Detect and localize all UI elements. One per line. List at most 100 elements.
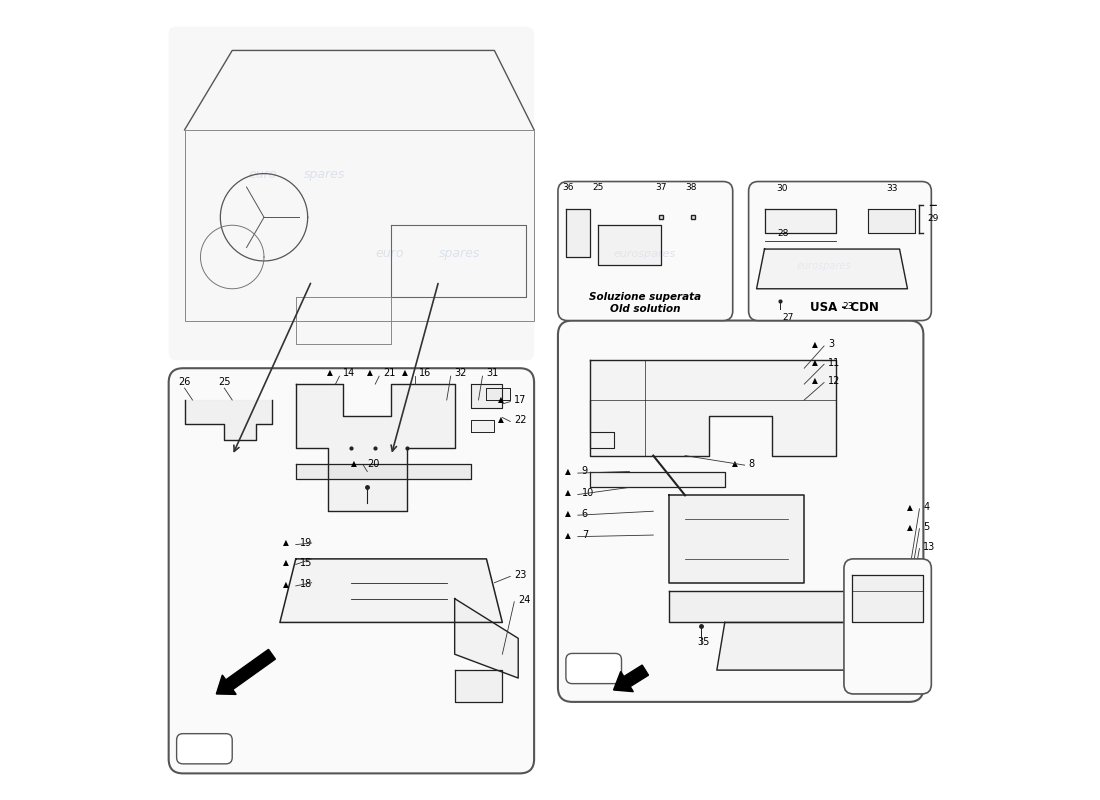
Text: ▲: ▲ <box>812 377 817 386</box>
Polygon shape <box>454 670 503 702</box>
Text: eurospares: eurospares <box>669 504 778 523</box>
Text: euro: euro <box>375 247 404 260</box>
Text: 10: 10 <box>582 488 594 498</box>
Text: 4: 4 <box>923 502 930 512</box>
Text: 32: 32 <box>454 368 467 378</box>
Text: 37: 37 <box>656 183 667 192</box>
Polygon shape <box>717 622 915 670</box>
Text: Soluzione superata: Soluzione superata <box>590 292 702 302</box>
Text: spares: spares <box>439 247 481 260</box>
Text: 12: 12 <box>828 376 840 386</box>
FancyArrow shape <box>217 650 275 694</box>
Polygon shape <box>185 400 272 440</box>
Text: 15: 15 <box>300 558 312 568</box>
Text: eurospares: eurospares <box>351 584 460 602</box>
Text: 35: 35 <box>697 638 710 647</box>
Text: 19: 19 <box>300 538 312 548</box>
Text: eurospares: eurospares <box>614 249 675 259</box>
Text: eurospares: eurospares <box>796 261 851 271</box>
Polygon shape <box>597 226 661 265</box>
Text: ▲: ▲ <box>812 358 817 367</box>
FancyBboxPatch shape <box>168 26 535 360</box>
Text: 38: 38 <box>685 183 697 192</box>
Text: 33: 33 <box>886 185 898 194</box>
Text: ▲: ▲ <box>351 459 356 468</box>
Polygon shape <box>296 463 471 479</box>
Text: 23: 23 <box>515 570 527 580</box>
Text: ▲: ▲ <box>327 369 333 378</box>
Text: 23: 23 <box>843 302 854 311</box>
Text: Old solution: Old solution <box>610 304 681 314</box>
Text: 17: 17 <box>515 395 527 405</box>
Text: 28: 28 <box>777 229 789 238</box>
FancyBboxPatch shape <box>844 559 932 694</box>
Polygon shape <box>471 384 503 408</box>
FancyBboxPatch shape <box>558 321 923 702</box>
Text: ▲: ▲ <box>284 580 289 589</box>
Text: 22: 22 <box>515 415 527 425</box>
FancyArrow shape <box>614 665 649 692</box>
Text: 26: 26 <box>178 378 190 387</box>
Text: 11: 11 <box>828 358 840 368</box>
Text: ▲: ▲ <box>284 538 289 547</box>
Polygon shape <box>471 420 494 432</box>
Text: ▲: ▲ <box>906 522 913 532</box>
FancyBboxPatch shape <box>168 368 535 774</box>
Polygon shape <box>669 495 804 582</box>
Text: 21: 21 <box>383 368 396 378</box>
Text: ▲: ▲ <box>812 340 817 349</box>
Polygon shape <box>851 574 923 622</box>
Polygon shape <box>279 559 503 622</box>
Text: ▲: ▲ <box>565 509 571 518</box>
Text: 27: 27 <box>782 313 794 322</box>
Text: ▲: ▲ <box>403 369 408 378</box>
Text: ▲ = 2: ▲ = 2 <box>189 744 219 754</box>
Text: 25: 25 <box>218 378 231 387</box>
Text: ▲: ▲ <box>565 530 571 539</box>
Text: ▲: ▲ <box>565 489 571 498</box>
Text: 9: 9 <box>582 466 587 477</box>
Text: spares: spares <box>304 167 345 181</box>
Text: ▲: ▲ <box>498 395 504 405</box>
Polygon shape <box>590 360 836 456</box>
Text: 5: 5 <box>923 522 930 532</box>
Text: 36: 36 <box>562 183 574 192</box>
Text: 30: 30 <box>777 185 788 194</box>
FancyBboxPatch shape <box>749 182 932 321</box>
FancyBboxPatch shape <box>177 734 232 764</box>
Polygon shape <box>454 598 518 678</box>
Text: USA - CDN: USA - CDN <box>810 301 879 314</box>
Text: 16: 16 <box>419 368 431 378</box>
Polygon shape <box>764 210 836 233</box>
Polygon shape <box>669 590 907 622</box>
Polygon shape <box>757 249 908 289</box>
Polygon shape <box>565 210 590 257</box>
Text: 31: 31 <box>486 368 498 378</box>
Polygon shape <box>590 471 725 487</box>
Text: 6: 6 <box>582 509 587 518</box>
Text: ▲: ▲ <box>498 415 504 424</box>
Text: 25: 25 <box>592 183 604 192</box>
FancyBboxPatch shape <box>558 182 733 321</box>
Text: ▲: ▲ <box>733 459 738 468</box>
Text: 34: 34 <box>915 566 927 576</box>
Text: ▲: ▲ <box>565 467 571 476</box>
Text: ▲ = 1: ▲ = 1 <box>579 663 608 674</box>
Text: ▲: ▲ <box>906 502 913 512</box>
Text: 20: 20 <box>367 458 380 469</box>
Text: 18: 18 <box>300 579 312 590</box>
Text: 14: 14 <box>343 368 355 378</box>
FancyBboxPatch shape <box>565 654 621 684</box>
Polygon shape <box>486 388 510 400</box>
Text: ▲: ▲ <box>366 369 373 378</box>
Text: 7: 7 <box>582 530 588 540</box>
Text: 3: 3 <box>828 339 834 350</box>
Text: 29: 29 <box>927 214 938 223</box>
Text: 8: 8 <box>749 458 755 469</box>
Text: euro: euro <box>249 167 276 181</box>
Polygon shape <box>868 210 915 233</box>
Polygon shape <box>296 384 454 511</box>
Text: ▲: ▲ <box>284 558 289 567</box>
Text: 13: 13 <box>923 542 936 552</box>
Text: 24: 24 <box>518 595 530 605</box>
